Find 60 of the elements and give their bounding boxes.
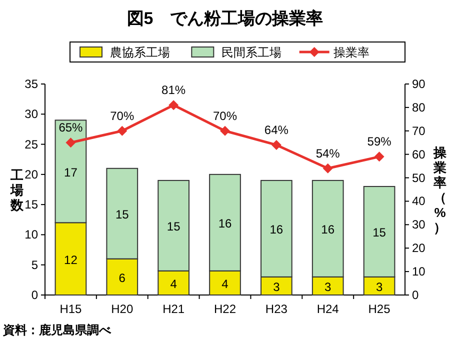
data-label: 81% [162,83,186,98]
data-label: 59% [367,134,392,149]
x-tick-label: H21 [162,302,185,316]
data-label: 70% [110,108,134,123]
data-label: 17 [64,165,78,180]
y2-tick-label: 40 [412,194,426,208]
data-label: 12 [64,252,78,267]
y2-tick-label: 50 [412,170,426,185]
y-axis-title: 工場数 [10,168,24,212]
y2-tick-label: 30 [412,218,426,232]
x-tick-label: H15 [60,302,82,316]
y-tick-label: 20 [24,167,38,182]
y-tick-label: 0 [31,288,38,302]
data-label: 15 [372,226,386,240]
y-tick-label: 5 [31,258,38,272]
data-label: 16 [218,216,232,231]
data-label: 6 [118,270,126,285]
y2-tick-label: 70 [412,124,426,138]
point [322,163,333,174]
point [168,100,179,110]
legend-label: 操業率 [333,46,370,60]
y2-tick-label: 20 [412,241,426,256]
y-tick-label: 10 [24,228,38,242]
x-tick-label: H25 [368,302,391,316]
data-label: 64% [264,122,289,137]
data-label: 70% [212,108,238,123]
data-label: 4 [170,276,178,291]
data-label: 65% [58,120,84,135]
legend-label: 農協系工場 [110,46,170,60]
x-tick-label: H24 [316,302,340,316]
y2-tick-label: 0 [412,288,419,302]
y2-axis-title: 操業率（%） [432,145,448,235]
y2-tick-label: 90 [412,77,426,91]
data-label: 54% [316,146,340,160]
y2-tick-label: 10 [412,264,426,279]
data-label: 15 [115,208,130,222]
x-tick-label: H23 [265,302,288,316]
y-tick-label: 25 [24,137,38,152]
y2-tick-label: 80 [412,100,426,114]
text: 資料：鹿児島県調べ [2,323,112,337]
data-label: 3 [324,280,332,294]
data-label: 3 [273,280,280,294]
data-label: 3 [376,280,383,294]
y-tick-label: 30 [24,107,38,122]
x-tick-label: H22 [214,302,236,316]
point [117,126,128,136]
x-tick-label: H20 [111,302,134,316]
point [66,138,76,148]
legend-label: 民間系工場 [222,46,282,60]
data-label: 16 [321,222,335,237]
point [271,140,282,150]
chart-title: 図5 でん粉工場の操業率 [126,9,324,28]
y-tick-label: 15 [24,198,38,212]
data-label: 16 [270,222,284,237]
data-label: 15 [166,220,181,234]
data-label: 4 [222,276,229,291]
point [220,126,230,136]
point [374,152,384,162]
y2-tick-label: 60 [412,147,426,162]
y-tick-label: 35 [24,77,38,91]
